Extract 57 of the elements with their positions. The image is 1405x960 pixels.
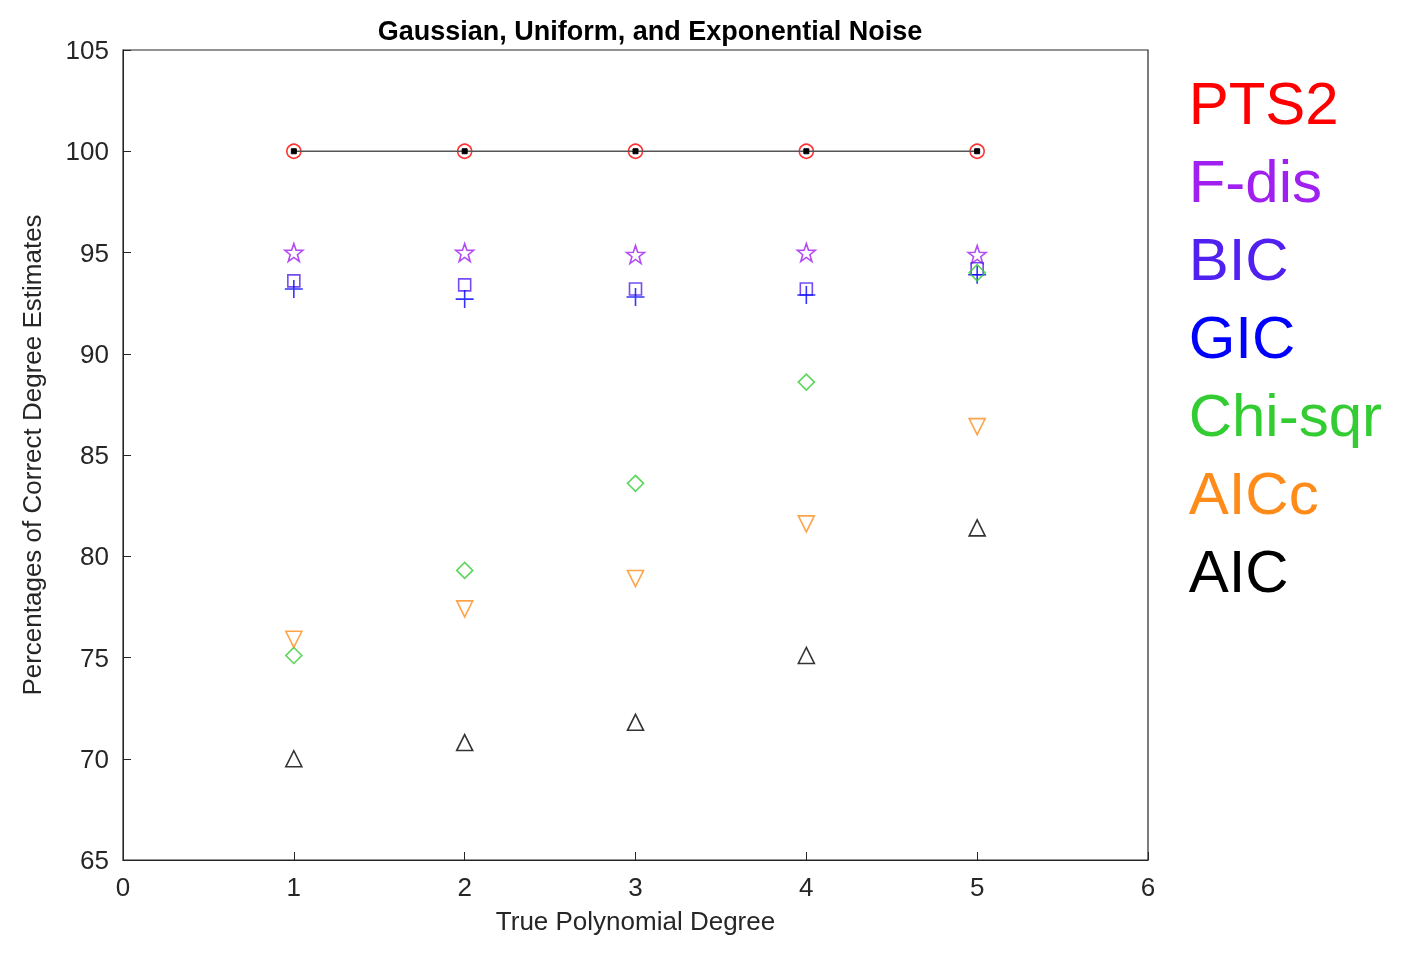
point: [969, 143, 985, 160]
point: [627, 143, 644, 160]
point: [628, 282, 643, 296]
point: [284, 279, 304, 299]
x-axis-title: True Polynomial Degree: [495, 906, 776, 936]
point: [286, 143, 302, 160]
text: AIC: [1188, 537, 1289, 605]
y-tick-label: 100: [65, 136, 109, 167]
point: [626, 474, 645, 493]
point: [626, 713, 645, 732]
y-tick-label: 85: [80, 440, 109, 470]
y-tick-label: 95: [80, 237, 109, 268]
text: PTS2: [1188, 69, 1339, 137]
point: [625, 244, 646, 265]
text: BIC: [1188, 225, 1289, 293]
point: [797, 373, 816, 391]
y-tick-label: 80: [80, 541, 109, 572]
y-tick-label: 75: [80, 642, 109, 673]
chart-title: Gaussian, Uniform, and Exponential Noise: [377, 15, 923, 46]
point: [796, 242, 817, 263]
x-tick-label: 6: [1140, 872, 1156, 902]
point: [967, 244, 987, 265]
point: [285, 630, 303, 649]
point: [625, 287, 646, 307]
y-tick-label: 65: [80, 845, 109, 875]
text: GIC: [1188, 303, 1296, 371]
y-tick-label: 90: [80, 338, 109, 369]
point: [968, 519, 986, 537]
y-axis-title: Percentages of Correct Degree Estimates: [17, 214, 47, 696]
point: [454, 242, 475, 263]
x-tick-label: 2: [457, 872, 472, 902]
point: [455, 600, 474, 618]
text: F-dis: [1188, 147, 1322, 215]
point: [626, 569, 645, 588]
point: [797, 646, 816, 665]
point: [968, 417, 986, 436]
point: [798, 143, 815, 160]
point: [796, 285, 817, 305]
point: [797, 515, 816, 533]
point: [285, 646, 303, 665]
y-tick-label: 105: [65, 35, 109, 65]
point: [285, 749, 303, 768]
point: [456, 143, 473, 160]
x-tick-label: 3: [628, 872, 643, 902]
point: [455, 733, 474, 752]
x-tick-label: 1: [286, 872, 302, 902]
point: [284, 242, 304, 263]
x-tick-label: 0: [115, 872, 131, 902]
point: [287, 274, 301, 288]
point: [457, 278, 472, 292]
point: [455, 561, 474, 580]
text: AICc: [1188, 459, 1319, 527]
point: [454, 289, 475, 309]
x-tick-label: 4: [799, 872, 814, 902]
x-tick-label: 5: [969, 872, 985, 902]
y-tick-label: 70: [80, 743, 109, 774]
text: Chi-sqr: [1188, 381, 1382, 449]
